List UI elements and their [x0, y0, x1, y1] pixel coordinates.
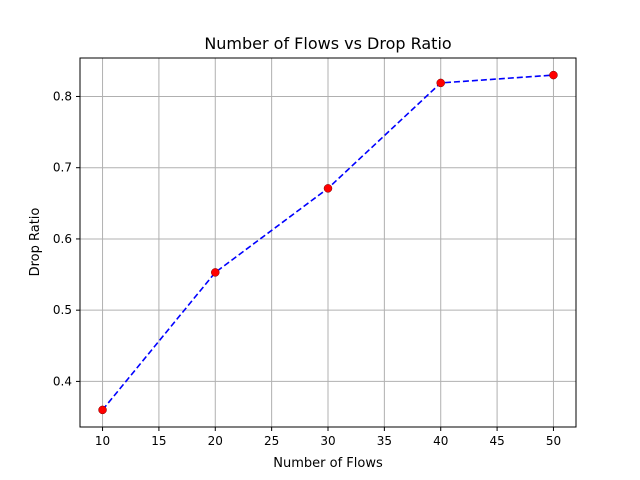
data-point [436, 78, 445, 88]
x-tick-label: 10 [95, 434, 110, 448]
axis-ticks: 10 15 20 25 30 35 40 45 50 0.4 0.5 0.6 0.7 0.8 [53, 89, 561, 448]
x-tick-label: 50 [546, 434, 561, 448]
x-tick-label: 20 [208, 434, 223, 448]
x-tick-label: 15 [151, 434, 166, 448]
x-tick-label: 25 [264, 434, 279, 448]
x-tick-label: 40 [433, 434, 448, 448]
data-series [98, 70, 558, 415]
y-tick-label: 0.6 [53, 232, 72, 246]
chart-title: Number of Flows vs Drop Ratio [204, 34, 451, 53]
x-tick-label: 45 [489, 434, 504, 448]
data-point [211, 268, 220, 277]
y-tick-label: 0.5 [53, 303, 72, 317]
x-tick-label: 30 [320, 434, 335, 448]
y-axis-label: Drop Ratio [28, 208, 43, 277]
x-tick-label: 35 [377, 434, 392, 448]
plot-frame [79, 57, 577, 428]
y-tick-label: 0.8 [53, 89, 72, 103]
grid-lines [80, 58, 576, 427]
data-point [98, 405, 107, 415]
y-tick-label: 0.4 [53, 374, 72, 388]
y-tick-label: 0.7 [53, 161, 72, 175]
data-point [323, 184, 333, 193]
x-axis-label: Number of Flows [273, 456, 383, 471]
data-point [549, 70, 558, 80]
